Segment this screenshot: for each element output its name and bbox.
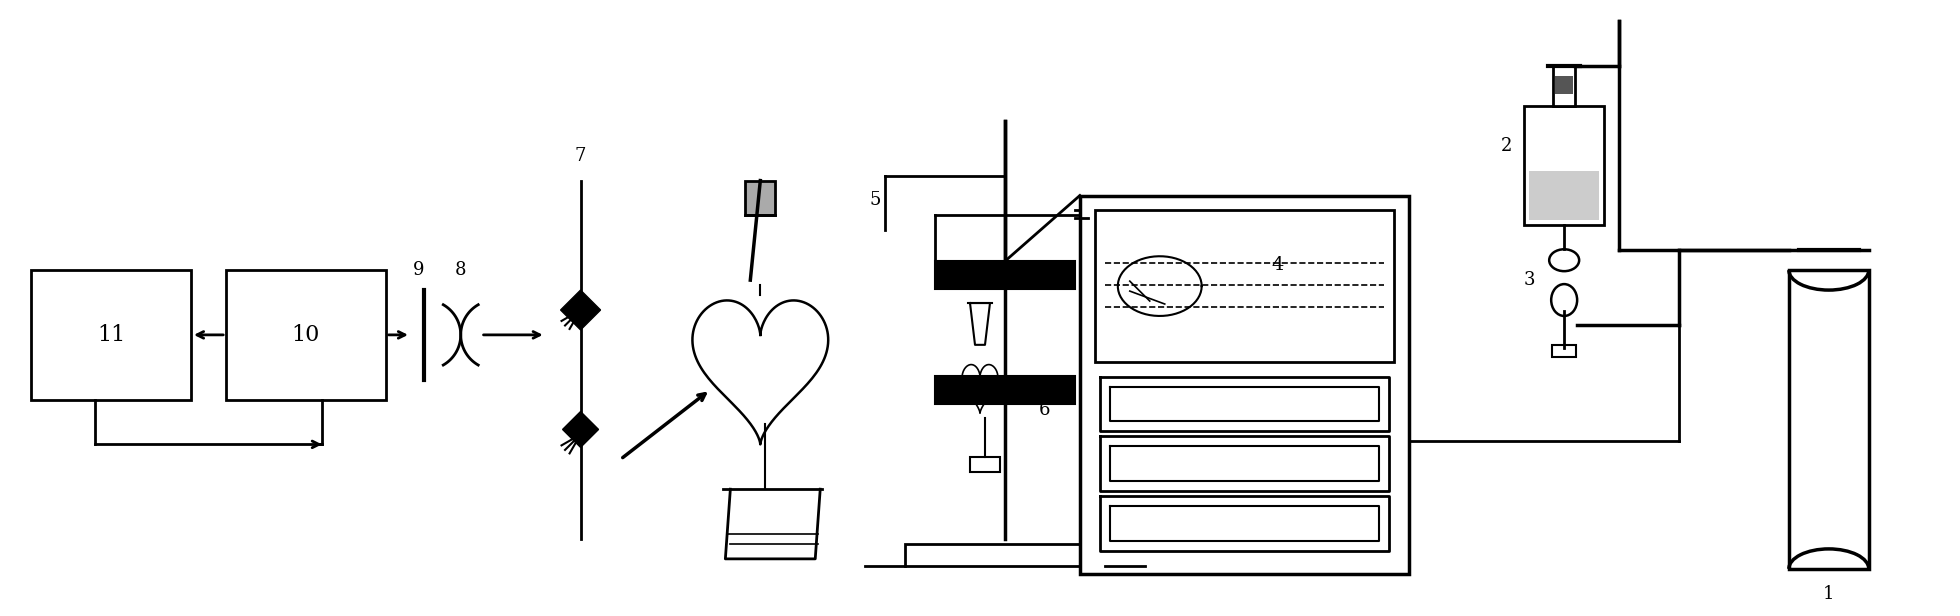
Bar xyxy=(1554,76,1574,94)
Text: 8: 8 xyxy=(455,261,466,279)
Text: 4: 4 xyxy=(1272,256,1284,274)
Text: 9: 9 xyxy=(414,261,425,279)
Bar xyxy=(1525,106,1603,225)
Text: 5: 5 xyxy=(870,192,880,209)
Text: 7: 7 xyxy=(574,147,586,164)
Polygon shape xyxy=(970,303,990,345)
Bar xyxy=(1080,195,1409,573)
Ellipse shape xyxy=(1550,284,1578,316)
Bar xyxy=(935,261,1074,289)
Text: 11: 11 xyxy=(98,324,125,346)
Bar xyxy=(31,270,192,400)
Bar xyxy=(745,180,776,216)
Bar xyxy=(1096,211,1394,362)
Bar xyxy=(225,270,386,400)
Polygon shape xyxy=(561,290,600,330)
Polygon shape xyxy=(563,411,598,447)
Bar xyxy=(906,544,1105,566)
Bar xyxy=(1552,66,1576,106)
Bar xyxy=(935,376,1074,403)
Ellipse shape xyxy=(1548,249,1580,271)
Text: 2: 2 xyxy=(1501,137,1511,155)
Text: 10: 10 xyxy=(292,324,319,346)
Bar xyxy=(1552,345,1576,357)
Bar xyxy=(970,457,1000,472)
Bar xyxy=(1529,171,1599,221)
Text: 1: 1 xyxy=(1823,585,1835,602)
Text: 3: 3 xyxy=(1523,271,1535,289)
Bar xyxy=(1789,270,1868,569)
Text: 6: 6 xyxy=(1039,400,1051,418)
